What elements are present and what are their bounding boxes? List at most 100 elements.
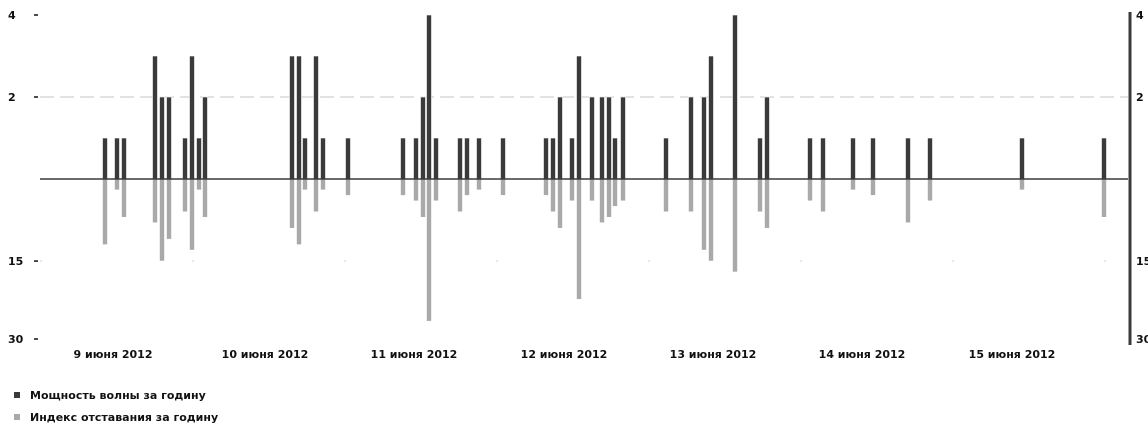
bar-power-22 (464, 137, 470, 180)
y-tick-right-0: 4 (1136, 9, 1144, 22)
bar-index-48 (1019, 178, 1025, 191)
bar-power-17 (413, 137, 419, 180)
bar-power-7 (189, 55, 195, 180)
bar-power-28 (569, 137, 575, 180)
bar-index-24 (500, 178, 506, 196)
bar-power-4 (159, 96, 165, 180)
bar-power-21 (457, 137, 463, 180)
bar-index-44 (850, 178, 856, 191)
legend-item-power: Мощность волны за годину (6, 384, 218, 406)
bar-power-15 (345, 137, 351, 180)
y-tick-right-3: 30 (1136, 333, 1148, 346)
bar-index-15 (345, 178, 351, 196)
bar-index-1 (114, 178, 120, 191)
bar-index-40 (757, 178, 763, 213)
bar-power-10 (289, 55, 295, 180)
bar-index-43 (820, 178, 826, 213)
x-tick-0: 9 июня 2012 (74, 348, 153, 361)
bar-index-29 (576, 178, 582, 300)
bar-power-38 (708, 55, 714, 180)
x-tick-3: 12 июня 2012 (521, 348, 608, 361)
bar-index-46 (905, 178, 911, 224)
legend-swatch-index (14, 414, 20, 420)
x-tick-6: 15 июня 2012 (969, 348, 1056, 361)
bar-index-4 (159, 178, 165, 262)
bar-power-5 (166, 96, 172, 180)
y-tick-right-2: 15 (1136, 255, 1148, 268)
bar-index-47 (927, 178, 933, 202)
bar-power-1 (114, 137, 120, 180)
legend-swatch-power (14, 392, 20, 398)
bar-power-25 (543, 137, 549, 180)
legend-label-index: Индекс отставания за годину (30, 410, 219, 424)
bar-power-8 (196, 137, 202, 180)
bar-power-32 (606, 96, 612, 180)
x-tick-4: 13 июня 2012 (670, 348, 757, 361)
bar-index-19 (426, 178, 432, 322)
bar-index-7 (189, 178, 195, 251)
bar-index-42 (807, 178, 813, 202)
bar-index-21 (457, 178, 463, 213)
bar-power-39 (732, 14, 738, 180)
bar-index-39 (732, 178, 738, 273)
bar-power-12 (302, 137, 308, 180)
bar-power-48 (1019, 137, 1025, 180)
bar-power-13 (313, 55, 319, 180)
bar-index-3 (152, 178, 158, 224)
bar-index-20 (433, 178, 439, 202)
y-tick-left-0: 4 (8, 9, 16, 22)
bar-power-27 (557, 96, 563, 180)
bar-index-41 (764, 178, 770, 229)
bar-power-46 (905, 137, 911, 180)
bar-index-16 (400, 178, 406, 196)
bar-power-34 (620, 96, 626, 180)
bar-index-33 (612, 178, 618, 207)
y-tick-right-1: 2 (1136, 91, 1144, 104)
bar-index-11 (296, 178, 302, 245)
bar-index-2 (121, 178, 127, 218)
bar-power-26 (550, 137, 556, 180)
bar-index-0 (102, 178, 108, 245)
bar-power-31 (599, 96, 605, 180)
bar-power-14 (320, 137, 326, 180)
bar-index-38 (708, 178, 714, 262)
bar-power-18 (420, 96, 426, 180)
bar-power-45 (870, 137, 876, 180)
bar-index-22 (464, 178, 470, 196)
bar-power-24 (500, 137, 506, 180)
bar-index-6 (182, 178, 188, 213)
y-tick-left-2: 15 (8, 255, 23, 268)
bar-power-29 (576, 55, 582, 180)
bar-index-37 (701, 178, 707, 251)
x-tick-5: 14 июня 2012 (819, 348, 906, 361)
bar-index-45 (870, 178, 876, 196)
bar-power-47 (927, 137, 933, 180)
bar-index-14 (320, 178, 326, 191)
bar-index-31 (599, 178, 605, 224)
x-tick-2: 11 июня 2012 (371, 348, 458, 361)
bar-power-19 (426, 14, 432, 180)
bar-index-27 (557, 178, 563, 229)
bar-power-20 (433, 137, 439, 180)
bar-power-42 (807, 137, 813, 180)
bar-index-26 (550, 178, 556, 213)
bar-index-30 (589, 178, 595, 202)
bar-power-44 (850, 137, 856, 180)
bar-index-17 (413, 178, 419, 202)
bar-power-30 (589, 96, 595, 180)
bar-index-10 (289, 178, 295, 229)
bar-power-23 (476, 137, 482, 180)
bar-index-35 (663, 178, 669, 213)
legend-item-index: Индекс отставания за годину (6, 406, 218, 428)
bar-index-28 (569, 178, 575, 202)
bar-index-13 (313, 178, 319, 213)
bar-power-36 (688, 96, 694, 180)
bar-power-0 (102, 137, 108, 180)
bar-power-37 (701, 96, 707, 180)
x-tick-1: 10 июня 2012 (222, 348, 309, 361)
bar-power-35 (663, 137, 669, 180)
y-tick-left-1: 2 (8, 91, 16, 104)
bar-power-2 (121, 137, 127, 180)
bar-index-32 (606, 178, 612, 218)
